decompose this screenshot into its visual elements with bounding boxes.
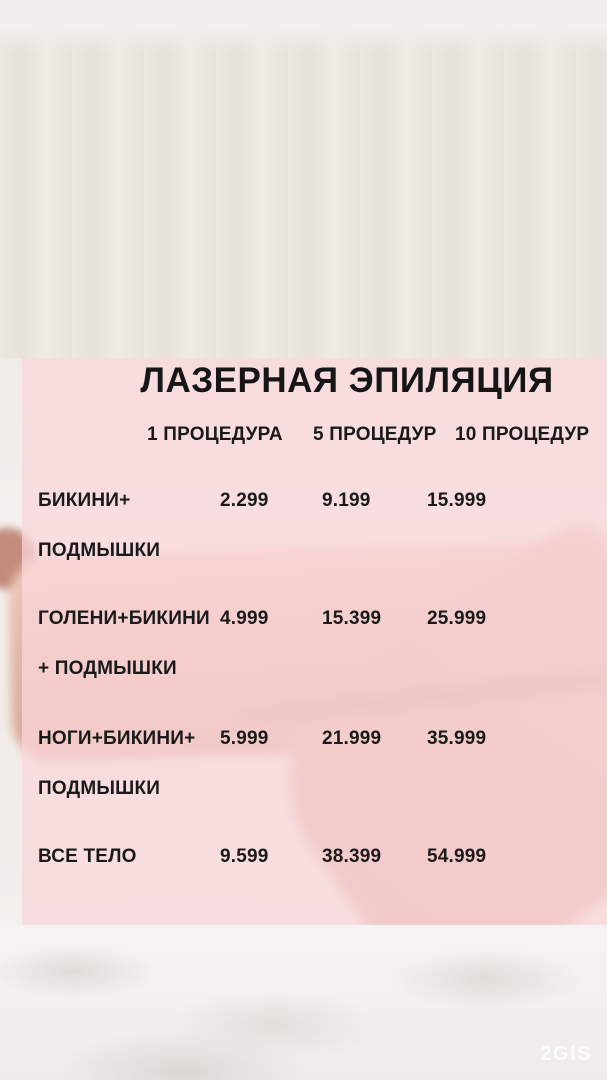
price-10-procedures: 35.999: [427, 728, 487, 749]
table-row: ВСЕ ТЕЛО 9.599 38.399 54.999: [22, 847, 607, 897]
price-1-procedure: 4.999: [220, 608, 269, 629]
price-5-procedures: 21.999: [322, 728, 382, 749]
price-1-procedure: 2.299: [220, 490, 269, 511]
table-header-row: 1 ПРОЦЕДУРА 5 ПРОЦЕДУР 10 ПРОЦЕДУР: [22, 424, 607, 446]
panel-title: ЛАЗЕРНАЯ ЭПИЛЯЦИЯ: [140, 361, 554, 400]
price-10-procedures: 15.999: [427, 490, 487, 511]
price-1-procedure: 5.999: [220, 728, 269, 749]
price-5-procedures: 38.399: [322, 846, 382, 867]
service-name: БИКИНИ+ ПОДМЫШКИ: [38, 490, 161, 561]
column-header-5-procedures: 5 ПРОЦЕДУР: [313, 424, 437, 445]
price-10-procedures: 54.999: [427, 846, 487, 867]
price-5-procedures: 9.199: [322, 490, 371, 511]
table-row: БИКИНИ+ ПОДМЫШКИ 2.299 9.199 15.999: [22, 491, 607, 560]
service-name: ВСЕ ТЕЛО: [38, 846, 137, 867]
table-row: ГОЛЕНИ+БИКИНИ + ПОДМЫШКИ 4.999 15.399 25…: [22, 609, 607, 678]
service-name: ГОЛЕНИ+БИКИНИ + ПОДМЫШКИ: [38, 608, 210, 679]
curtain-photo-area: [0, 0, 607, 358]
service-name: НОГИ+БИКИНИ+ ПОДМЫШКИ: [38, 728, 196, 799]
column-header-10-procedures: 10 ПРОЦЕДУР: [455, 424, 590, 445]
price-panel: ЛАЗЕРНАЯ ЭПИЛЯЦИЯ 1 ПРОЦЕДУРА 5 ПРОЦЕДУР…: [22, 358, 607, 925]
table-row: НОГИ+БИКИНИ+ ПОДМЫШКИ 5.999 21.999 35.99…: [22, 729, 607, 798]
price-10-procedures: 25.999: [427, 608, 487, 629]
2gis-watermark: 2GIS: [540, 1043, 592, 1065]
column-header-1-procedure: 1 ПРОЦЕДУРА: [147, 424, 283, 445]
price-5-procedures: 15.399: [322, 608, 382, 629]
price-1-procedure: 9.599: [220, 846, 269, 867]
blanket-photo-area: [0, 925, 607, 1080]
